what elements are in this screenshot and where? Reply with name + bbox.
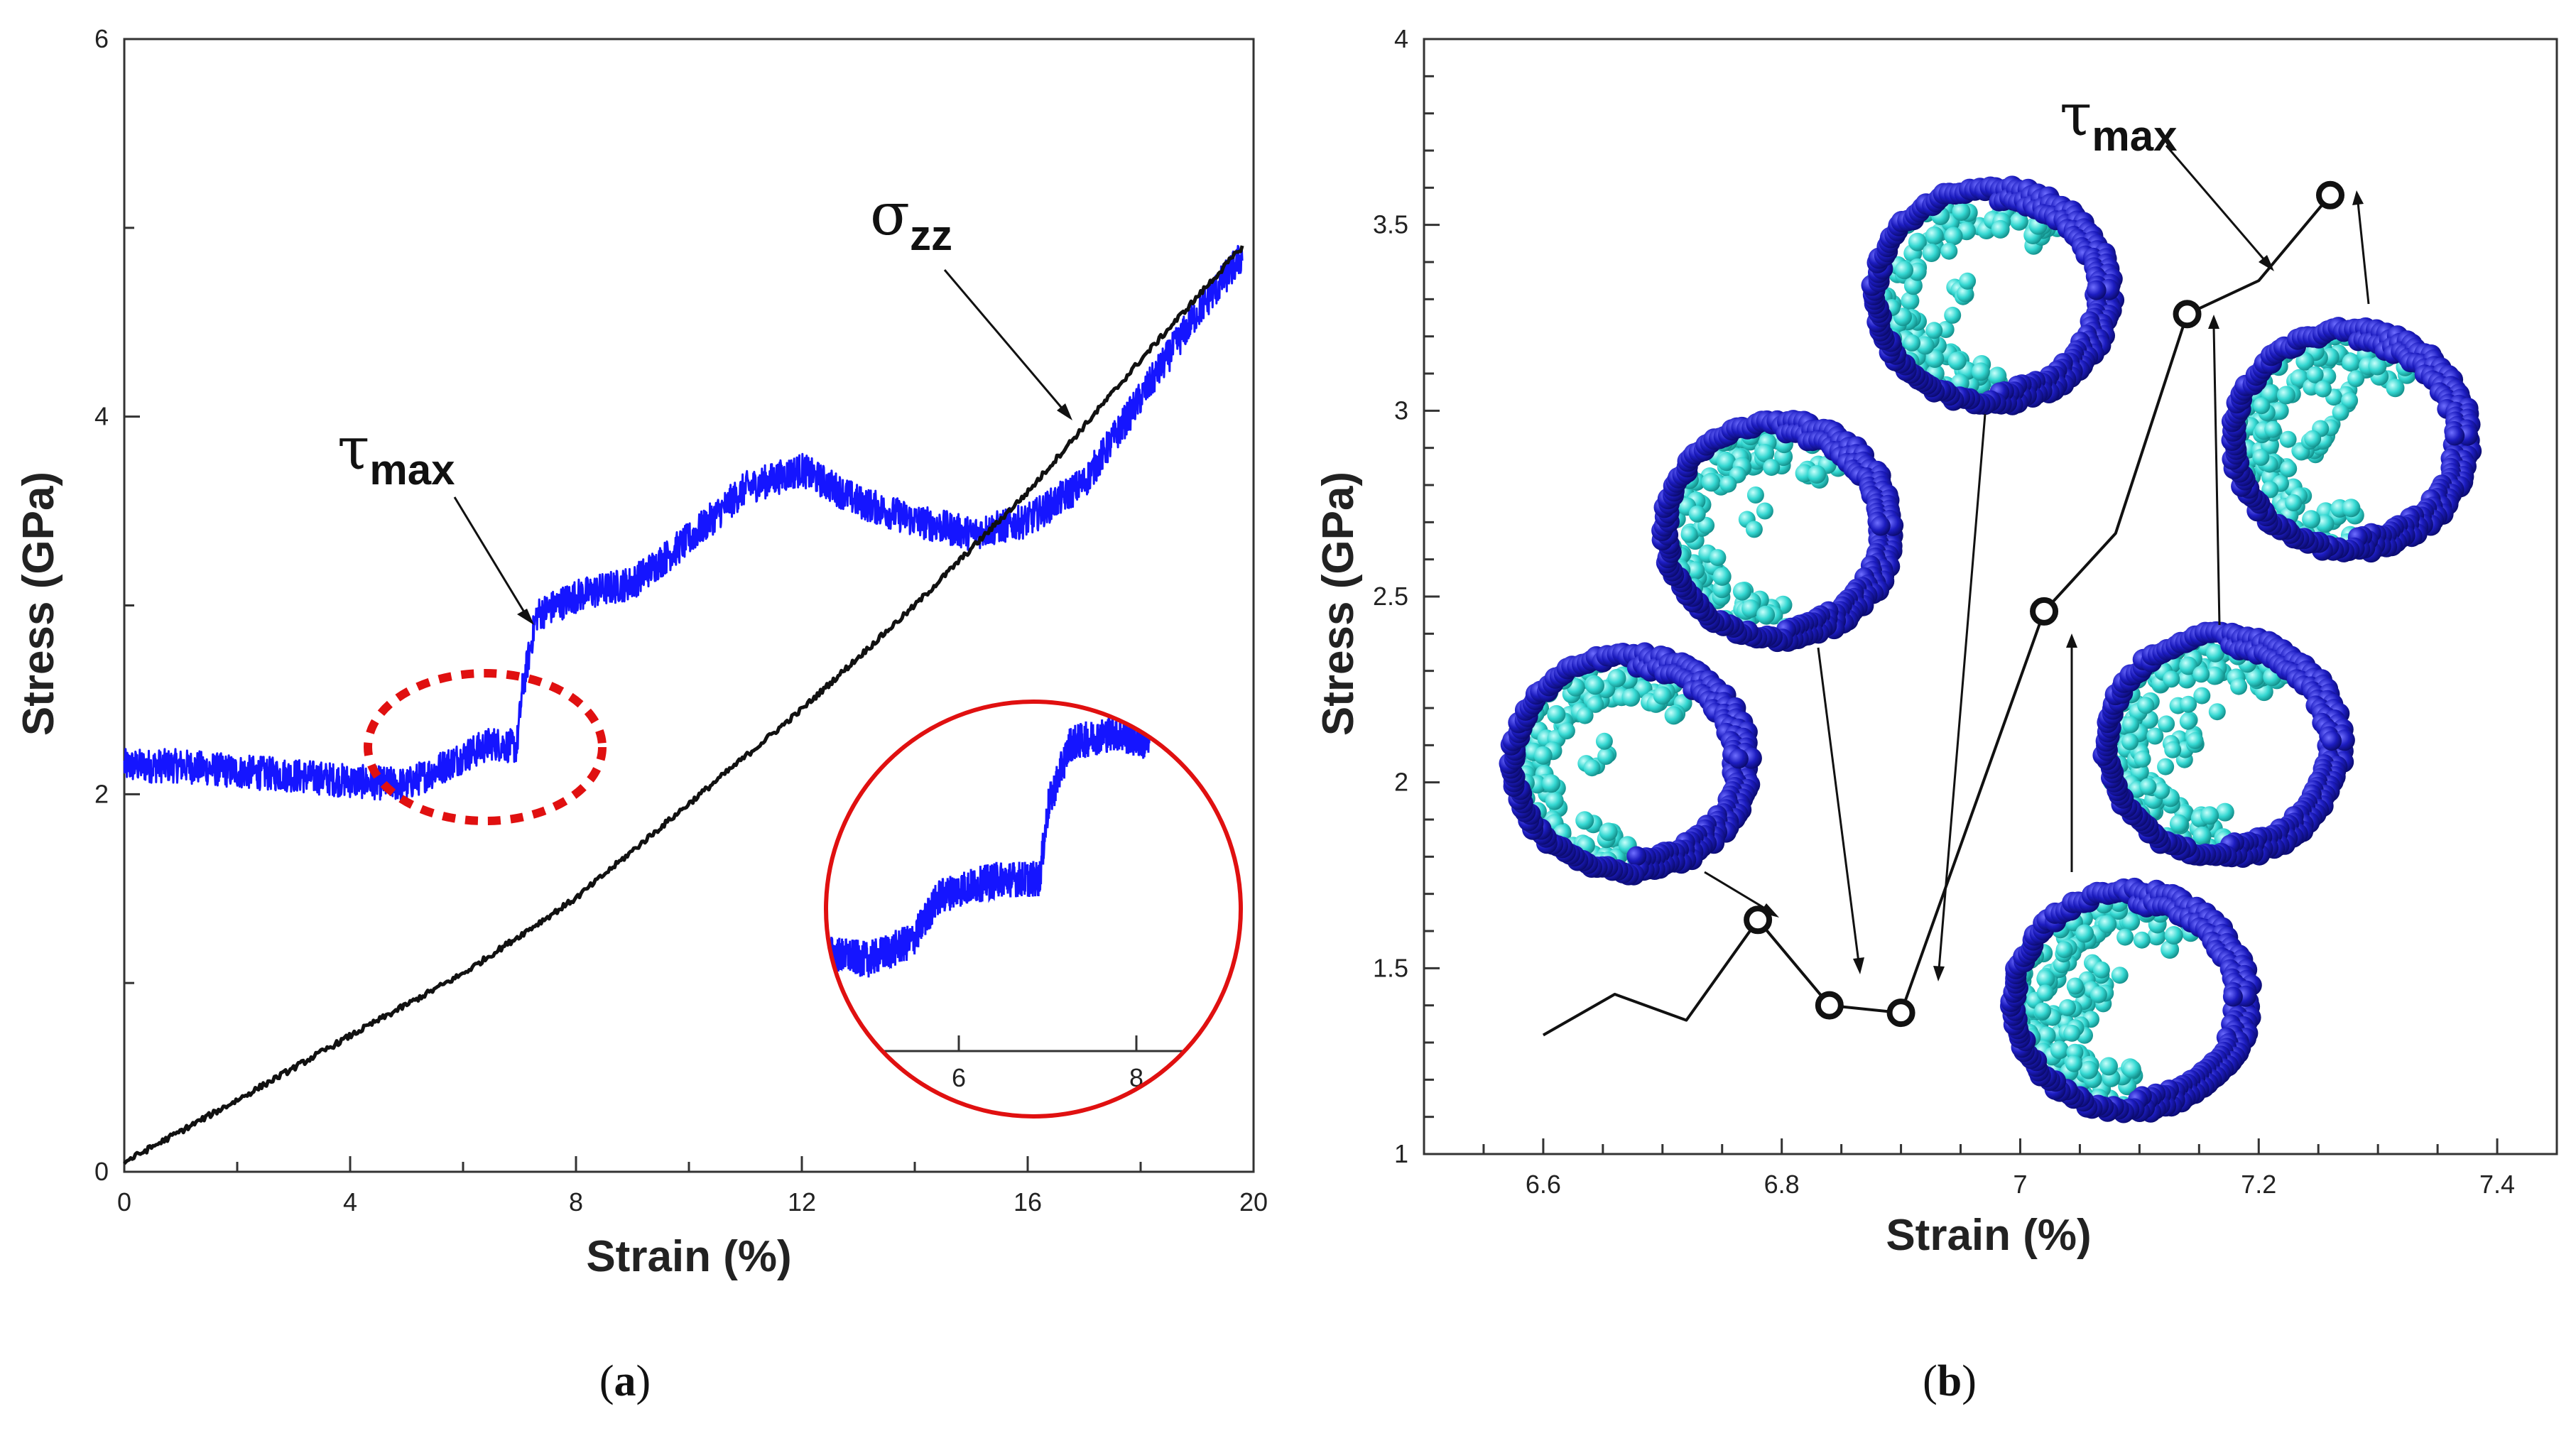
svg-text:τmax: τmax <box>2060 82 2177 160</box>
data-marker <box>2316 180 2344 210</box>
y-tick-label: 1.5 <box>1373 953 1408 982</box>
arrow-line <box>943 269 1065 411</box>
panel-a-axes: 0 4 8 12 16 20 0 2 4 6 <box>94 24 1268 1217</box>
inset-magnifier: 6 8 <box>824 700 1243 1119</box>
series-line-sigma-zz <box>123 245 1244 1165</box>
panel-a: 0 4 8 12 16 20 0 2 4 6 6 8 τmax <box>14 24 1268 1405</box>
arrow-head <box>1853 957 1864 974</box>
arrow-head <box>2208 315 2219 329</box>
annotation-sigma-zz: σzz <box>870 181 1072 420</box>
y-tick-label: 2 <box>1394 768 1408 797</box>
tau-symbol: τ <box>2060 82 2092 149</box>
x-tick-label: 8 <box>569 1187 583 1217</box>
x-tick-label: 12 <box>788 1187 816 1217</box>
atom-renders <box>1499 175 2482 1123</box>
arrow-line <box>2165 145 2267 262</box>
data-marker <box>2173 300 2202 329</box>
y-tick-label: 0 <box>94 1157 109 1186</box>
arrow-head <box>517 609 534 625</box>
x-tick-label: 16 <box>1013 1187 1042 1217</box>
panel-b: 6.6 6.8 7 7.2 7.4 1 1.5 2 2.5 3 3.5 4 τmax <box>1314 24 2558 1405</box>
inset-series <box>826 716 1151 978</box>
nanowire-cross-section-render <box>1651 410 1904 653</box>
caption-b: (b) <box>1923 1357 1977 1405</box>
data-marker <box>2030 597 2059 626</box>
highlight-ellipse <box>364 669 607 825</box>
x-tick-label: 4 <box>343 1187 357 1217</box>
arrow-line <box>2357 202 2370 305</box>
arrow-head <box>2352 190 2364 205</box>
y-tick-label: 3.5 <box>1373 210 1408 239</box>
annotation-tau-max-a: τmax <box>337 415 534 625</box>
render-arrows <box>1704 190 2370 981</box>
y-tick-label: 6 <box>94 24 109 53</box>
y-tick-label: 3 <box>1394 396 1408 425</box>
panel-a-x-axis-title: Strain (%) <box>586 1232 791 1281</box>
svg-text:τmax: τmax <box>337 415 455 494</box>
panel-b-series <box>1542 180 2344 1037</box>
y-tick-label: 2 <box>94 779 109 808</box>
panel-b-x-axis-title: Strain (%) <box>1886 1211 2091 1260</box>
arrow-line <box>1704 871 1769 912</box>
inset-series-line <box>826 716 1151 978</box>
x-tick-label: 6.8 <box>1764 1170 1800 1199</box>
arrow-head <box>2066 633 2077 648</box>
series-line-tau-max <box>123 244 1244 801</box>
data-marker <box>1744 905 1773 935</box>
x-tick-label: 6.6 <box>1526 1170 1561 1199</box>
nanowire-cross-section-render <box>2221 317 2482 563</box>
nanowire-cross-section-render <box>1499 642 1762 886</box>
x-tick-label: 0 <box>117 1187 131 1217</box>
arrow-head <box>1760 903 1779 918</box>
nanowire-cross-section-render <box>1861 175 2125 415</box>
arrow-head <box>1933 966 1945 981</box>
arrow-line <box>1938 413 1987 970</box>
panel-a-y-axis-title: Stress (GPa) <box>14 472 63 736</box>
sigma-symbol: σ <box>870 181 910 249</box>
x-tick-label: 7 <box>2013 1170 2027 1199</box>
arrow-line <box>1817 647 1860 963</box>
x-tick-label: 7.4 <box>2479 1170 2515 1199</box>
tau-subscript: max <box>2092 112 2177 160</box>
panel-b-axes: 6.6 6.8 7 7.2 7.4 1 1.5 2 2.5 3 3.5 4 <box>1373 24 2515 1199</box>
data-marker <box>1815 991 1844 1020</box>
y-tick-label: 4 <box>1394 24 1408 53</box>
panel-a-series <box>123 244 1244 1165</box>
nanowire-cross-section-render <box>2092 621 2355 868</box>
sigma-subscript: zz <box>910 212 952 259</box>
caption-a: (a) <box>599 1357 651 1405</box>
arrow-head <box>1057 403 1072 420</box>
inset-tick-label: 6 <box>952 1063 966 1092</box>
tau-subscript: max <box>369 446 455 494</box>
x-tick-label: 20 <box>1239 1187 1268 1217</box>
arrow-line <box>2212 326 2221 626</box>
tau-symbol: τ <box>337 415 369 483</box>
data-marker <box>1886 999 1915 1028</box>
x-tick-label: 7.2 <box>2241 1170 2276 1199</box>
y-tick-label: 4 <box>94 402 109 431</box>
svg-text:σzz: σzz <box>870 181 952 259</box>
arrow-head <box>2259 255 2274 271</box>
annotation-tau-max-b: τmax <box>2060 82 2274 271</box>
arrow-line <box>453 496 527 615</box>
panel-b-y-axis-title: Stress (GPa) <box>1314 472 1363 736</box>
nanowire-cross-section-render <box>2000 877 2262 1123</box>
y-tick-label: 2.5 <box>1373 582 1408 611</box>
y-tick-label: 1 <box>1394 1139 1408 1168</box>
